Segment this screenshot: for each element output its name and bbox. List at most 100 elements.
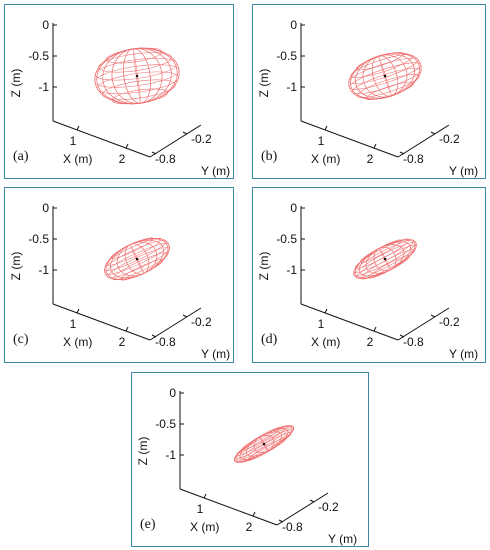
- x-tick-label: 1: [70, 134, 77, 148]
- z-tick-label: -0.5: [276, 232, 297, 246]
- x-axis-label: X (m): [63, 152, 92, 166]
- y-axis-line: [276, 492, 329, 526]
- subplot-panel: 0 -0.5 -1 1 2 -0.8 -0.2 Z (m) X (m) Y (m) (c): [4, 187, 234, 363]
- x-tick-mark: [76, 308, 80, 314]
- z-tick-label: 0: [42, 18, 49, 32]
- x-axis-label: X (m): [63, 335, 92, 349]
- y-tick-mark: [182, 131, 188, 135]
- x-tick-label: 1: [318, 134, 325, 148]
- x-tick-mark: [203, 493, 207, 499]
- y-tick-mark: [182, 314, 188, 318]
- x-tick-mark: [324, 125, 328, 131]
- ellipsoid-outline: [94, 47, 180, 105]
- subplot-panel: 0 -0.5 -1 1 2 -0.8 -0.2 Z (m) X (m) Y (m) (b): [252, 4, 486, 179]
- y-axis-label: Y (m): [201, 347, 230, 361]
- panel-label: (c): [13, 332, 29, 347]
- axes-3d: 0 -0.5 -1 1 2 -0.8 -0.2 Z (m) X (m) Y (m) (c): [9, 201, 230, 361]
- y-axis-line: [397, 307, 450, 341]
- z-axis-label: Z (m): [136, 437, 150, 466]
- panel-label: (e): [140, 517, 156, 532]
- x-axis-line: [179, 488, 278, 526]
- x-tick-label: 2: [119, 152, 126, 166]
- y-tick-mark: [399, 334, 405, 338]
- y-tick-mark: [151, 151, 157, 155]
- ellipsoid-outline: [348, 52, 422, 100]
- y-tick-label: -0.2: [439, 132, 460, 146]
- center-point: [262, 442, 266, 446]
- z-tick-label: -0.5: [28, 232, 49, 246]
- y-tick-label: -0.8: [155, 152, 176, 166]
- z-tick-label: 0: [169, 386, 176, 400]
- x-axis-line: [52, 120, 151, 158]
- panel-label: (a): [13, 149, 29, 164]
- ellipsoid-wireframe: [353, 238, 417, 280]
- x-tick-label: 1: [318, 317, 325, 331]
- y-axis-label: Y (m): [201, 164, 230, 178]
- x-tick-label: 1: [197, 502, 204, 516]
- axes-3d: 0 -0.5 -1 1 2 -0.8 -0.2 Z (m) X (m) Y (m) (e): [136, 386, 357, 546]
- axes-3d: 0 -0.5 -1 1 2 -0.8 -0.2 Z (m) X (m) Y (m) (b): [257, 18, 478, 178]
- x-tick-mark: [373, 143, 377, 149]
- y-axis-label: Y (m): [449, 347, 478, 361]
- x-tick-label: 2: [246, 520, 253, 534]
- x-tick-mark: [125, 326, 129, 332]
- y-tick-label: -0.2: [318, 500, 339, 514]
- y-tick-label: -0.2: [191, 132, 212, 146]
- x-axis-line: [52, 303, 151, 341]
- y-tick-label: -0.2: [439, 315, 460, 329]
- center-point: [135, 74, 139, 78]
- subplot-panel: 0 -0.5 -1 1 2 -0.8 -0.2 Z (m) X (m) Y (m) (e): [131, 372, 369, 547]
- z-axis-label: Z (m): [257, 69, 271, 98]
- latitude-ring: [351, 67, 422, 95]
- y-tick-mark: [151, 334, 157, 338]
- x-tick-label: 1: [70, 317, 77, 331]
- y-tick-mark: [309, 499, 315, 503]
- center-point: [383, 74, 387, 78]
- x-axis-label: X (m): [311, 335, 340, 349]
- y-tick-mark: [399, 151, 405, 155]
- z-tick-label: 0: [290, 18, 297, 32]
- ellipsoid-wireframe: [348, 51, 422, 101]
- z-tick-label: 0: [42, 201, 49, 215]
- x-tick-mark: [324, 308, 328, 314]
- z-axis-label: Z (m): [9, 69, 23, 98]
- panel-label: (b): [261, 149, 278, 164]
- x-tick-mark: [125, 143, 129, 149]
- y-tick-mark: [430, 314, 436, 318]
- ellipsoid-outline: [104, 238, 170, 280]
- x-tick-mark: [252, 511, 256, 517]
- ellipsoid-outline: [234, 425, 294, 463]
- z-tick-label: -0.5: [276, 49, 297, 63]
- z-tick-label: -0.5: [155, 417, 176, 431]
- ellipsoid-outline: [353, 239, 417, 279]
- y-tick-mark: [278, 519, 284, 523]
- x-axis-label: X (m): [190, 520, 219, 534]
- ellipsoid-wireframe: [104, 237, 170, 281]
- y-axis-label: Y (m): [328, 532, 357, 546]
- y-tick-label: -0.8: [155, 335, 176, 349]
- y-tick-label: -0.2: [191, 315, 212, 329]
- z-axis-label: Z (m): [257, 252, 271, 281]
- z-tick-label: -0.5: [28, 49, 49, 63]
- x-axis-line: [300, 303, 399, 341]
- z-tick-label: -1: [286, 263, 297, 277]
- y-tick-label: -0.8: [403, 152, 424, 166]
- axes-3d: 0 -0.5 -1 1 2 -0.8 -0.2 Z (m) X (m) Y (m) (d): [257, 201, 478, 361]
- latitude-ring: [348, 57, 419, 85]
- center-point: [135, 257, 139, 261]
- z-tick-label: 0: [290, 201, 297, 215]
- y-axis-line: [397, 124, 450, 158]
- y-axis-label: Y (m): [449, 164, 478, 178]
- y-tick-label: -0.8: [282, 520, 303, 534]
- center-point: [383, 257, 387, 261]
- z-tick-label: -1: [38, 263, 49, 277]
- subplot-panel: 0 -0.5 -1 1 2 -0.8 -0.2 Z (m) X (m) Y (m) (a): [4, 4, 234, 179]
- panel-label: (d): [261, 332, 278, 347]
- x-tick-label: 2: [367, 335, 374, 349]
- y-axis-line: [149, 124, 202, 158]
- z-tick-label: -1: [38, 80, 49, 94]
- z-axis-label: Z (m): [9, 252, 23, 281]
- y-tick-mark: [430, 131, 436, 135]
- y-tick-label: -0.8: [403, 335, 424, 349]
- y-axis-line: [149, 307, 202, 341]
